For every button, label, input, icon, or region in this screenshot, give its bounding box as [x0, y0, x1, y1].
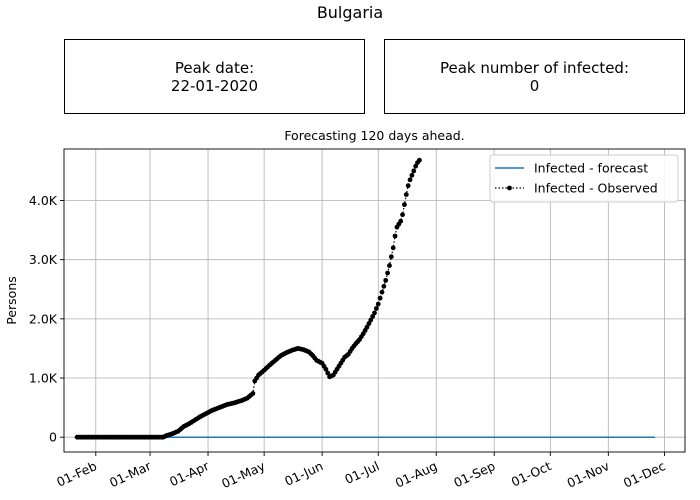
figure-title: Bulgaria — [316, 3, 384, 22]
observed-point — [402, 202, 407, 208]
peak-date-box: Peak date: 22-01-2020 — [64, 39, 365, 114]
observed-point — [400, 212, 405, 218]
observed-point — [385, 270, 390, 276]
peak-date-value: 22-01-2020 — [170, 76, 259, 95]
observed-point — [383, 277, 389, 283]
x-tick-label: 01-May — [219, 458, 268, 491]
observed-point — [364, 324, 370, 330]
x-tick-label: 01-Jul — [342, 458, 381, 487]
observed-point — [372, 310, 377, 316]
x-tick-label: 01-Nov — [565, 458, 612, 491]
observed-point — [403, 192, 409, 197]
plot-frame — [63, 148, 686, 453]
observed-point — [387, 263, 392, 268]
legend-observed-marker — [507, 185, 512, 191]
x-tick-label: 01-Apr — [167, 458, 212, 490]
y-axis-label: Persons — [4, 276, 19, 325]
legend: Infected - forecast Infected - Observed — [489, 154, 679, 203]
chart-title: Forecasting 120 days ahead. — [284, 128, 464, 143]
x-tick-label: 01-Feb — [54, 458, 99, 490]
observed-point — [377, 295, 383, 301]
observed-point — [390, 245, 396, 251]
observed-markers — [74, 157, 422, 440]
observed-point — [379, 289, 385, 295]
y-tick-label: 2.0K — [29, 311, 58, 326]
x-tick-label: 01-Dec — [621, 458, 668, 490]
y-tick-label: 0 — [49, 430, 57, 445]
peak-date-label: Peak date: — [174, 58, 255, 77]
observed-point — [409, 172, 415, 178]
observed-point — [413, 163, 419, 169]
observed-point — [250, 391, 256, 396]
x-tick-label: 01-Sep — [451, 458, 497, 490]
observed-point — [416, 157, 422, 163]
legend-observed-label: Infected - Observed — [534, 181, 658, 196]
observed-point — [375, 301, 381, 307]
peak-infected-box: Peak number of infected: 0 — [384, 39, 685, 114]
observed-point — [370, 314, 376, 319]
peak-infected-value: 0 — [529, 76, 540, 95]
y-tick-label: 3.0K — [29, 252, 58, 267]
observed-point — [368, 317, 374, 323]
observed-point — [388, 254, 394, 260]
observed-point — [411, 168, 417, 174]
observed-point — [392, 233, 398, 239]
observed-point — [366, 321, 372, 326]
x-tick-label: 01-Jun — [282, 458, 325, 489]
observed-point — [373, 306, 379, 311]
x-tick-label: 01-Oct — [509, 458, 554, 490]
observed-point — [405, 183, 411, 189]
y-tick-label: 4.0K — [29, 193, 58, 208]
observed-point — [325, 370, 331, 376]
legend-box — [489, 154, 679, 203]
x-tick-label: 01-Mar — [107, 458, 154, 491]
observed-point — [398, 218, 404, 224]
x-tick-label: 01-Aug — [393, 458, 440, 490]
observed-point — [323, 366, 329, 372]
observed-point — [407, 177, 413, 183]
observed-point — [381, 283, 387, 289]
y-tick-label: 1.0K — [29, 371, 58, 386]
legend-forecast-label: Infected - forecast — [534, 161, 648, 176]
peak-infected-label: Peak number of infected: — [439, 58, 630, 77]
